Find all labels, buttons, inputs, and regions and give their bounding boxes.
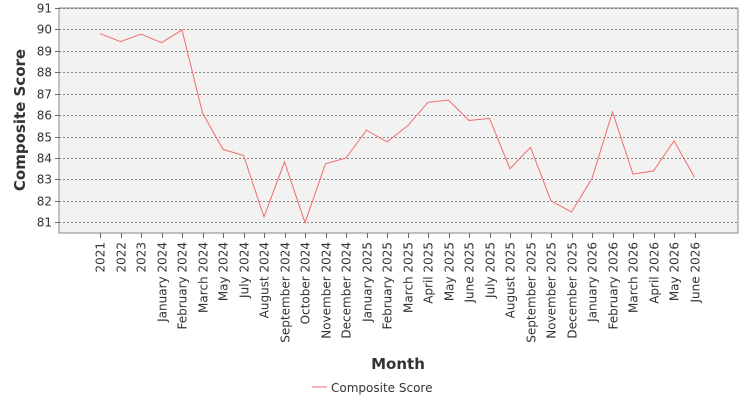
x-tick-label: November 2024 (320, 242, 334, 339)
y-axis-title: Composite Score (11, 49, 29, 191)
x-tick-label: December 2024 (340, 242, 354, 339)
data-point (139, 33, 142, 36)
data-point (693, 176, 696, 179)
y-axis: 81 82 83 84 85 86 87 88 89 90 91 (37, 2, 59, 230)
plot-background (58, 7, 739, 234)
x-tick-label: November 2025 (545, 242, 559, 339)
data-point (631, 173, 634, 176)
data-point (221, 148, 224, 151)
data-point (344, 156, 347, 159)
x-tick-label: December 2025 (566, 242, 580, 339)
data-point (324, 162, 327, 165)
legend: Composite Score (312, 381, 432, 395)
y-tick-label: 88 (37, 66, 52, 80)
x-tick-label: May 2025 (443, 242, 457, 301)
x-tick-label: 2021 (94, 242, 108, 273)
data-point (406, 124, 409, 127)
series-layer (98, 28, 696, 225)
data-point (570, 210, 573, 213)
data-point (98, 32, 101, 35)
plot-area (58, 7, 739, 234)
series-line (99, 29, 695, 225)
x-tick-label: February 2024 (176, 242, 190, 330)
x-tick-label: August 2025 (504, 242, 518, 318)
data-point (672, 139, 675, 142)
x-tick-label: February 2025 (381, 242, 395, 330)
data-point (119, 40, 122, 43)
data-point (303, 221, 306, 224)
data-point (652, 169, 655, 172)
data-point (201, 111, 204, 114)
x-tick-label: June 2025 (463, 242, 477, 304)
data-point (160, 41, 163, 44)
y-tick-label: 86 (37, 109, 52, 123)
y-tick-label: 82 (37, 195, 52, 209)
data-point (447, 99, 450, 102)
data-point (426, 101, 429, 104)
x-tick-label: August 2024 (258, 242, 272, 318)
data-point (242, 154, 245, 157)
data-point (467, 119, 470, 122)
y-tick-label: 84 (37, 152, 52, 166)
x-axis-title: Month (371, 355, 425, 373)
y-tick-label: 81 (37, 216, 52, 230)
y-tick-label: 91 (37, 2, 52, 16)
data-point (590, 177, 593, 180)
x-tick-label: March 2026 (627, 242, 641, 313)
data-point (529, 146, 532, 149)
x-tick-label: June 2026 (689, 242, 703, 304)
x-tick-label: February 2026 (607, 242, 621, 330)
x-tick-label: July 2025 (484, 242, 498, 299)
x-tick-label: July 2024 (238, 242, 252, 299)
x-axis: 2021 2022 2023 January 2024 February 2024 Mar… (94, 233, 703, 343)
y-tick-label: 87 (37, 88, 52, 102)
data-point (283, 160, 286, 163)
data-point (180, 28, 183, 31)
x-tick-label: 2022 (115, 242, 129, 273)
data-point (549, 199, 552, 202)
x-tick-label: January 2025 (361, 242, 375, 323)
data-point (262, 215, 265, 218)
y-tick-label: 90 (37, 23, 52, 37)
x-tick-label: October 2024 (299, 242, 313, 324)
x-tick-label: September 2025 (525, 242, 539, 343)
x-tick-label: April 2025 (422, 242, 436, 304)
x-tick-label: May 2026 (668, 242, 682, 301)
y-tick-label: 85 (37, 131, 52, 145)
y-tick-label: 89 (37, 45, 52, 59)
data-point (488, 117, 491, 120)
data-point (508, 167, 511, 170)
x-tick-label: March 2024 (197, 242, 211, 313)
x-tick-label: January 2024 (156, 242, 170, 323)
legend-label: Composite Score (331, 381, 432, 395)
y-tick-label: 83 (37, 173, 52, 187)
x-tick-label: 2023 (135, 242, 149, 273)
x-tick-label: April 2026 (648, 242, 662, 304)
x-tick-label: March 2025 (402, 242, 416, 313)
data-point (365, 129, 368, 132)
x-tick-label: September 2024 (279, 242, 293, 343)
data-point (611, 110, 614, 113)
x-tick-label: May 2024 (217, 242, 231, 301)
x-tick-label: January 2026 (586, 242, 600, 323)
data-point (385, 140, 388, 143)
